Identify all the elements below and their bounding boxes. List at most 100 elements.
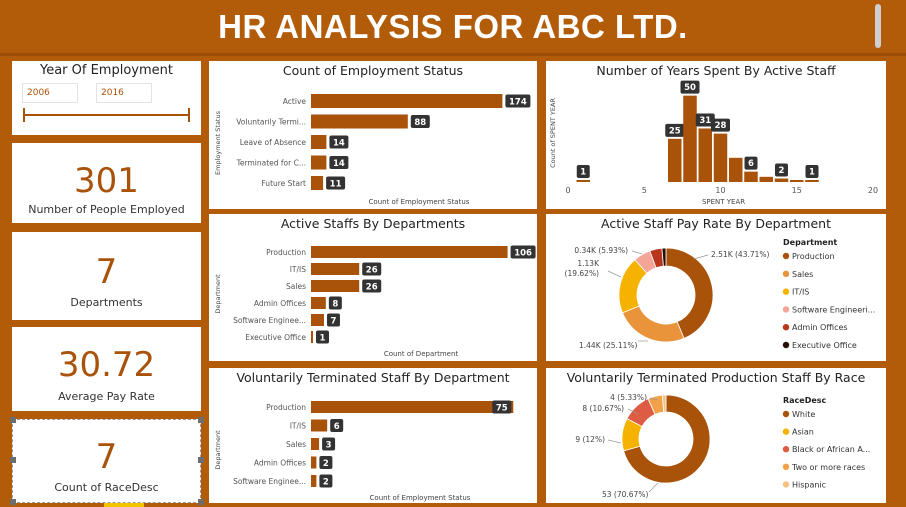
chart-card-terminated-departments: Voluntarily Terminated Staff By Departme… xyxy=(209,368,537,503)
legend-title: Department xyxy=(783,238,837,247)
data-label-badge xyxy=(362,262,382,276)
year-slider-end-handle[interactable] xyxy=(188,108,190,122)
category-label: Voluntarily Termi... xyxy=(236,118,306,127)
bar xyxy=(311,331,313,343)
category-label: Future Start xyxy=(261,179,306,188)
kpi-departments-label: Departments xyxy=(70,296,143,309)
kpi-race-value: 7 xyxy=(95,437,118,477)
data-label-badge xyxy=(492,400,512,414)
y-axis-label: Department xyxy=(214,430,222,470)
page-title: HR ANALYSIS FOR ABC LTD. xyxy=(218,8,688,45)
slice-label: (19.62%) xyxy=(565,269,600,278)
year-slider-track[interactable] xyxy=(24,114,189,116)
bar xyxy=(311,456,317,469)
donut-slice xyxy=(661,247,667,267)
data-label-badge xyxy=(316,330,329,344)
kpi-pay-rate-label: Average Pay Rate xyxy=(58,390,155,403)
resize-handle-top-right[interactable] xyxy=(198,417,204,423)
data-label-badge xyxy=(576,165,590,178)
data-label-badge xyxy=(326,176,346,190)
bar xyxy=(759,176,773,182)
data-label-badge xyxy=(711,118,730,132)
chart-title: Voluntarily Terminated Production Staff … xyxy=(566,370,866,385)
legend-title: RaceDesc xyxy=(783,396,827,405)
resize-handle-right[interactable] xyxy=(198,457,204,463)
data-label-badge xyxy=(805,165,819,178)
leader-line xyxy=(607,270,622,278)
slice-label: 9 (12%) xyxy=(575,435,605,444)
bar xyxy=(668,138,682,182)
bar xyxy=(311,155,327,170)
kpi-employees-label: Number of People Employed xyxy=(28,203,185,216)
data-label: 1 xyxy=(809,168,815,178)
data-label-badge xyxy=(328,296,342,310)
data-label-badge xyxy=(410,115,430,128)
chart-card-active-departments: Active Staffs By Departments Production 1… xyxy=(209,214,537,361)
category-label: Leave of Absence xyxy=(240,138,307,147)
slice-label: 0.34K (5.93%) xyxy=(574,246,628,255)
resize-handle-bottom-right[interactable] xyxy=(198,499,204,505)
data-label: 106 xyxy=(514,249,532,259)
y-axis-label: Employment Status xyxy=(214,110,222,175)
x-axis-label: SPENT YEAR xyxy=(702,198,745,206)
data-label: 31 xyxy=(699,116,711,126)
bar xyxy=(683,95,697,182)
legend-marker xyxy=(782,306,790,313)
resize-handle-bottom-left[interactable] xyxy=(10,499,16,505)
category-label: Active xyxy=(283,97,307,106)
bar xyxy=(311,135,327,149)
legend-marker xyxy=(782,341,790,349)
slice-label: 53 (70.67%) xyxy=(602,490,648,499)
bar xyxy=(311,176,324,190)
year-slicer[interactable]: Year Of Employment 2006 2016 xyxy=(12,61,201,135)
year-slider-start-handle[interactable] xyxy=(23,108,25,122)
bar xyxy=(311,401,514,413)
bar xyxy=(576,180,590,182)
x-tick-label: 10 xyxy=(715,186,725,195)
data-label: 14 xyxy=(333,139,345,149)
legend-entry: Production xyxy=(792,252,835,261)
year-start-input[interactable]: 2006 xyxy=(22,83,78,103)
page-tab-indicator[interactable] xyxy=(104,503,144,507)
data-label-badge xyxy=(510,245,536,259)
resize-handle-left[interactable] xyxy=(10,457,16,463)
bar xyxy=(311,280,360,292)
x-tick-label: 20 xyxy=(868,186,878,195)
bar xyxy=(774,178,789,182)
legend-marker xyxy=(782,446,790,453)
legend-marker xyxy=(782,481,790,488)
data-label: 8 xyxy=(332,300,338,310)
year-end-input[interactable]: 2016 xyxy=(96,83,152,103)
bar xyxy=(311,114,408,129)
legend-entry: Sales xyxy=(792,270,813,279)
data-label: 75 xyxy=(496,404,508,414)
bar xyxy=(744,171,758,182)
category-label: Executive Office xyxy=(245,333,306,342)
category-label: Terminated for C... xyxy=(236,159,306,168)
leader-line xyxy=(648,482,659,493)
pay-rate-donut-chart: 2.51K (43.71%) 1.44K (25.11%) 1.13K(19.62%… xyxy=(565,238,876,350)
data-label-badge xyxy=(319,474,333,488)
data-label-badge xyxy=(329,135,349,149)
legend-entry: Black or African A... xyxy=(792,445,870,454)
slice-label: 1.44K (25.11%) xyxy=(579,341,638,350)
legend-entry: Software Engineeri... xyxy=(792,305,875,314)
data-label-badge xyxy=(326,313,340,327)
slice-label: 4 (5.33%) xyxy=(610,393,647,402)
chart-card-terminated-race: Voluntarily Terminated Production Staff … xyxy=(546,368,886,503)
scrollbar-thumb[interactable] xyxy=(875,4,881,48)
legend-entry: Executive Office xyxy=(792,341,857,350)
bar xyxy=(698,128,712,182)
legend-marker xyxy=(782,324,790,331)
legend-marker xyxy=(782,463,790,470)
employment-status-chart: Active 174 Voluntarily Termi... 88 Leave of … xyxy=(214,94,531,206)
resize-handle-top-left[interactable] xyxy=(10,417,16,423)
data-label: 26 xyxy=(366,266,378,276)
data-label: 2 xyxy=(323,459,329,469)
data-label-badge xyxy=(744,156,758,170)
leader-line xyxy=(607,439,622,444)
kpi-card-race[interactable]: 7 Count of RaceDesc xyxy=(12,419,201,503)
legend-entry: Hispanic xyxy=(792,480,826,489)
legend-entry: Admin Offices xyxy=(792,323,848,332)
data-label: 25 xyxy=(669,126,681,136)
